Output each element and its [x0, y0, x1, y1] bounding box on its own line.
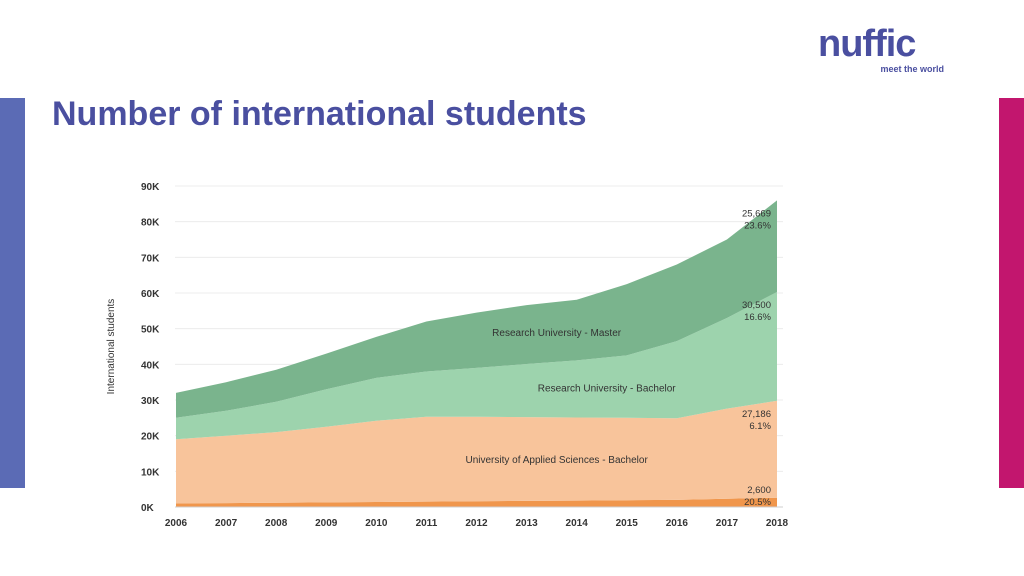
x-tick-label: 2015	[616, 518, 639, 529]
y-tick-label: 50K	[141, 325, 160, 336]
area-series-2	[176, 292, 777, 440]
series-label-2: Research University - Bachelor	[538, 384, 676, 395]
x-tick-label: 2017	[716, 518, 739, 529]
series-label-1: University of Applied Sciences - Bachelo…	[465, 455, 648, 466]
y-tick-label: 0K	[141, 503, 155, 514]
x-tick-label: 2011	[416, 518, 438, 529]
x-tick-label: 2018	[766, 518, 789, 529]
end-pct-label: 20.5%	[744, 497, 771, 508]
y-tick-label: 90K	[141, 182, 160, 193]
slide-title: Number of international students	[52, 95, 587, 133]
end-pct-label: 16.6%	[744, 312, 771, 323]
x-tick-label: 2012	[465, 518, 488, 529]
logo-tagline: meet the world	[880, 64, 944, 74]
y-tick-label: 80K	[141, 218, 160, 229]
x-tick-label: 2014	[566, 518, 589, 529]
area-series-0	[176, 497, 777, 507]
x-tick-label: 2016	[666, 518, 689, 529]
right-accent-bar	[999, 98, 1024, 488]
end-value-label: 2,600	[747, 485, 771, 496]
end-value-label: 27,186	[742, 409, 771, 420]
y-tick-label: 70K	[141, 253, 160, 264]
end-value-label: 25,669	[742, 208, 771, 219]
end-pct-label: 6.1%	[749, 421, 771, 432]
x-tick-label: 2007	[215, 518, 238, 529]
y-tick-label: 20K	[141, 432, 160, 443]
x-tick-label: 2006	[165, 518, 188, 529]
y-tick-label: 30K	[141, 396, 160, 407]
series-label-3: Research University - Master	[492, 328, 622, 339]
end-pct-label: 23.6%	[744, 220, 771, 231]
x-tick-label: 2010	[365, 518, 388, 529]
area-series-1	[176, 400, 777, 504]
y-tick-label: 10K	[141, 467, 160, 478]
x-tick-label: 2008	[265, 518, 288, 529]
y-tick-label: 60K	[141, 289, 160, 300]
x-tick-label: 2009	[315, 518, 338, 529]
y-axis-label: International students	[106, 299, 117, 395]
y-tick-label: 40K	[141, 360, 160, 371]
left-accent-bar	[0, 98, 25, 488]
logo-wordmark: nuffic	[818, 23, 916, 65]
end-value-label: 30,500	[742, 300, 771, 311]
stacked-area-chart: 0K 10K 20K 30K 40K 50K 60K 70K 80K 90K Internation…	[106, 182, 789, 529]
x-tick-label: 2013	[515, 518, 538, 529]
area-series-3	[176, 200, 777, 418]
nuffic-logo: nuffic meet the world	[818, 24, 948, 80]
